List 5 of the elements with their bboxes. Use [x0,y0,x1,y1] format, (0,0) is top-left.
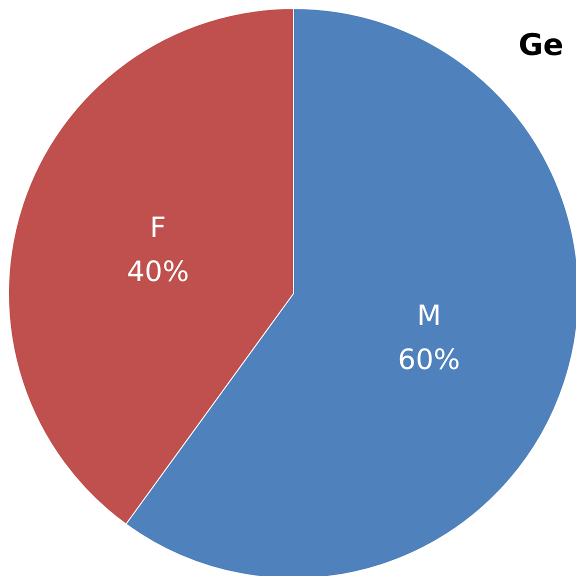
slice-label: M [416,299,442,332]
data-label: 40% [126,254,190,288]
slice-label: F [150,210,166,244]
text: Ge [518,28,564,63]
data-label: 60% [398,343,460,376]
